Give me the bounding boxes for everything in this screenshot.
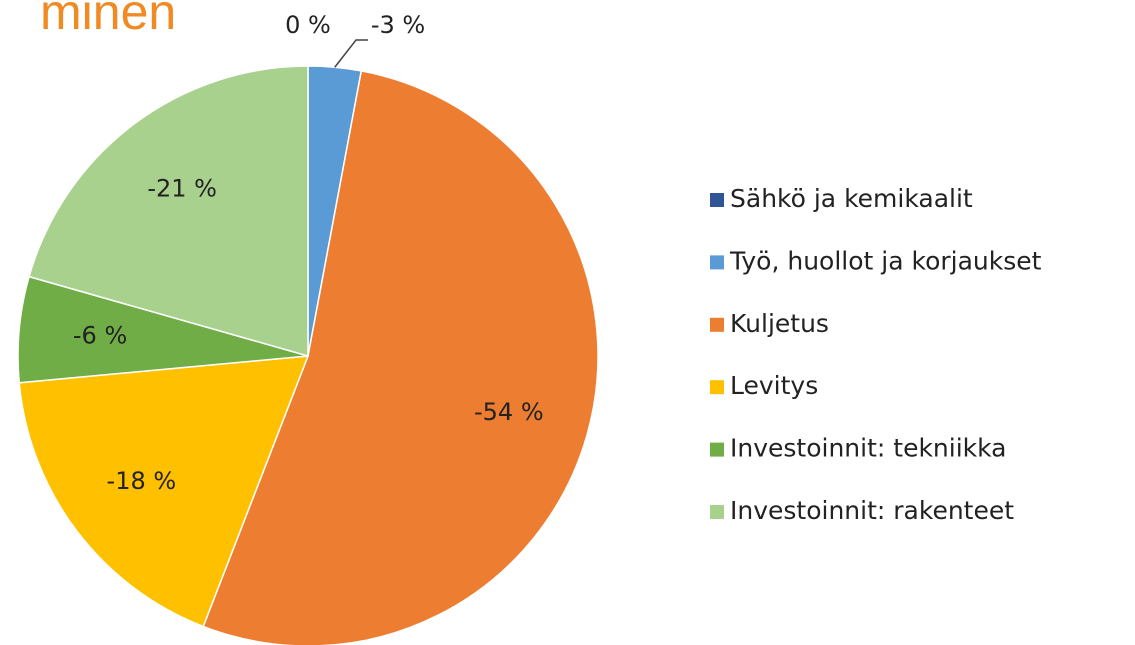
legend-label: Levitys	[730, 371, 818, 400]
legend-swatch	[710, 317, 724, 332]
data-label: -18 %	[107, 467, 177, 495]
legend-swatch	[710, 255, 724, 270]
legend-label: Investoinnit: tekniikka	[730, 434, 1007, 463]
chart-title: minen	[40, 0, 176, 40]
legend-swatch	[710, 193, 724, 207]
data-label: -6 %	[73, 322, 127, 350]
data-label: -54 %	[474, 398, 544, 426]
legend-swatch	[710, 442, 724, 457]
leader-line	[334, 39, 368, 68]
legend-label: Työ, huollot ja korjaukset	[729, 246, 1042, 275]
legend-swatch	[710, 505, 724, 519]
data-label: 0 %	[285, 11, 331, 39]
legend-label: Sähkö ja kemikaalit	[730, 184, 973, 213]
pie-slice	[28, 65, 309, 357]
pie-slice	[202, 70, 599, 645]
data-label: -21 %	[147, 174, 217, 202]
legend-label: Kuljetus	[730, 309, 829, 338]
data-label: -3 %	[371, 11, 425, 39]
legend-swatch	[710, 380, 724, 395]
legend-label: Investoinnit: rakenteet	[730, 496, 1014, 525]
pie-slice	[18, 355, 310, 628]
